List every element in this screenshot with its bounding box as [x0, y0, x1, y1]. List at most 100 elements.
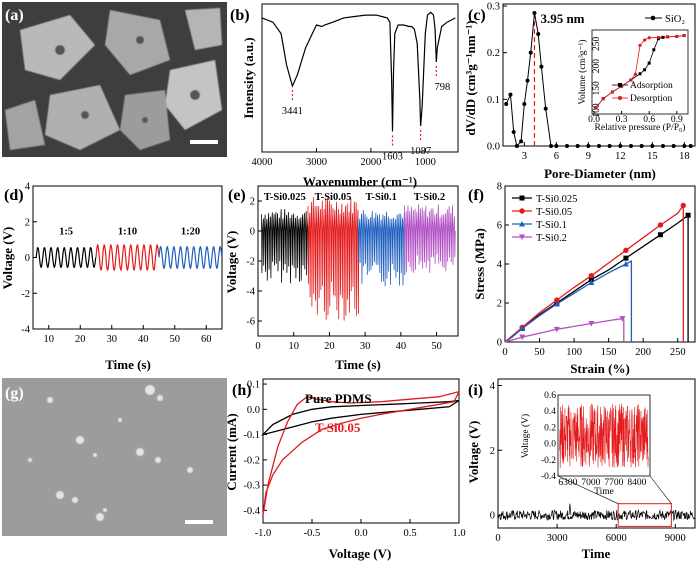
cv-loop-T-Si0.05: [262, 390, 461, 516]
panel-label-e: (e): [228, 187, 246, 204]
segment-line-1:5: [35, 246, 97, 269]
y-tick-h-label: -0.4: [243, 506, 260, 517]
data-point-c: [671, 144, 676, 148]
data-point-c: [504, 102, 509, 106]
segment-label: T-Si0.1: [366, 192, 397, 203]
segment-trace-T-Si0.2: [404, 204, 456, 273]
y-tick-f-label: 6: [497, 221, 502, 232]
segment-label: T-Si0.025: [264, 192, 306, 203]
peak-label: 798: [434, 82, 450, 93]
x-tick-h-label: 1.0: [452, 528, 465, 539]
data-point-c: [511, 130, 516, 134]
inset-xlabel-c: Relative pressure (P/P₀): [595, 122, 686, 133]
segment-label: 1:10: [118, 226, 137, 237]
panel-g: (g): [2, 378, 227, 536]
x-tick-c-label: 15: [647, 151, 658, 162]
segment-label: 1:5: [59, 226, 73, 237]
panel-label-d: (d): [4, 187, 24, 204]
y-tick-e-label: 2: [250, 197, 255, 208]
panel-label-f: (f): [468, 187, 484, 204]
marker-triangle-up: [519, 325, 526, 331]
data-point-c: [586, 144, 591, 148]
adsorption-point: [647, 61, 651, 65]
plot-frame-b: [261, 3, 459, 153]
adsorption-point: [638, 72, 642, 76]
x-tick-d-label: 20: [75, 334, 86, 345]
cv-loop-Pure PDMS: [260, 399, 460, 436]
x-tick-b-label: 1000: [415, 157, 436, 168]
x-tick-e-label: 40: [396, 341, 407, 352]
x-tick-i-label: 6000: [606, 533, 627, 544]
inset-x-tick-label: 6300: [558, 478, 577, 488]
x-tick-h-label: -0.5: [304, 528, 321, 539]
inset-y-tick-label: 100: [592, 103, 602, 118]
x-tick-b-label: 2000: [360, 157, 381, 168]
panel-label-a: (a): [5, 7, 24, 24]
xlabel-f: Strain (%): [570, 361, 630, 376]
data-point-c: [607, 144, 612, 148]
y-tick-e-label: -2: [246, 257, 255, 268]
x-tick-h-label: -1.0: [255, 528, 272, 539]
y-tick-d-label: 4: [25, 182, 31, 193]
y-tick-d-label: 2: [25, 217, 30, 228]
desorption-point: [656, 35, 661, 39]
marker-triangle-up: [622, 261, 629, 267]
desorption-point: [610, 90, 615, 94]
y-tick-d-label: -4: [21, 325, 30, 336]
marker-circle: [519, 208, 525, 214]
inset-ticks-c: 0.0 0.3 0.6 0.9 100 150 200 250: [588, 37, 683, 125]
y-tick-c-label: 0.3: [487, 2, 500, 13]
desorption-point: [666, 35, 670, 39]
x-tick-e-label: 10: [288, 341, 299, 352]
desorption-point: [594, 105, 598, 110]
inset-xlabel-i: Time: [594, 487, 614, 497]
marker-triangle-down: [553, 326, 560, 333]
y-tick-e-label: 0: [250, 227, 255, 238]
y-tick-h-label: -0.3: [243, 481, 260, 492]
marker-square: [623, 255, 629, 261]
data-point-c: [661, 144, 665, 148]
legend-text: T-Si0.1: [536, 220, 567, 231]
inset-y-tick-label: 0.0: [544, 440, 556, 450]
y-tick-d-label: -2: [21, 289, 30, 300]
sem-particles: [5, 8, 222, 150]
legend-adsorption: Adsorption: [630, 81, 673, 91]
data-point-c: [528, 50, 533, 55]
xlabel-b: Wavenumber (cm⁻¹): [303, 174, 417, 189]
data-point-c: [525, 78, 530, 83]
marker-square: [657, 232, 663, 238]
x-tick-e-label: 20: [324, 341, 335, 352]
peak-label: 3441: [282, 106, 303, 117]
data-point-c: [682, 144, 687, 148]
y-tick-f-label: 2: [497, 299, 502, 310]
peak-label: 1087: [410, 146, 431, 157]
inset-x-tick-label: 0.3: [616, 115, 628, 125]
data-point-c: [688, 144, 693, 148]
ylabel-e: Voltage (V): [224, 231, 239, 294]
x-tick-d-label: 50: [170, 334, 181, 345]
x-tick-c-label: 6: [554, 151, 559, 162]
peak-annotations-b: 3441 1603 1087 798: [282, 65, 450, 163]
inset-ylabel-i: Voltage (V): [520, 414, 531, 458]
adsorption-point: [643, 68, 647, 72]
zoom-connector: [557, 475, 619, 504]
stress-strain-series: [504, 202, 691, 343]
x-tick-d-label: 60: [201, 334, 212, 345]
spike: [568, 503, 572, 516]
x-tick-e-label: 50: [431, 341, 442, 352]
ylabel-d: Voltage (V): [0, 227, 15, 290]
panel-b: 4000 3000 2000 1000 3441 1603 1087 798 Wavenum…: [230, 3, 459, 189]
y-tick-h-label: 0.0: [247, 405, 260, 416]
inset-y-tick-label: -0.4: [541, 472, 556, 482]
panel-label-h: (h): [232, 382, 252, 399]
desorption-point: [647, 36, 651, 40]
desorption-point: [629, 78, 633, 82]
desorption-point: [643, 38, 647, 42]
inset-x-tick-label: 7700: [604, 478, 623, 488]
y-tick-f-label: 8: [497, 182, 502, 193]
segment-line-1:20: [158, 245, 223, 270]
panel-i: 0 3000 6000 9000 0 2 4 6300 7000 7700 8400 -0.4 -0.…: [466, 378, 696, 561]
segment-label: 1:20: [181, 226, 200, 237]
marker-triangle-down: [519, 234, 525, 240]
long-term-voltage-trace: [497, 503, 696, 522]
